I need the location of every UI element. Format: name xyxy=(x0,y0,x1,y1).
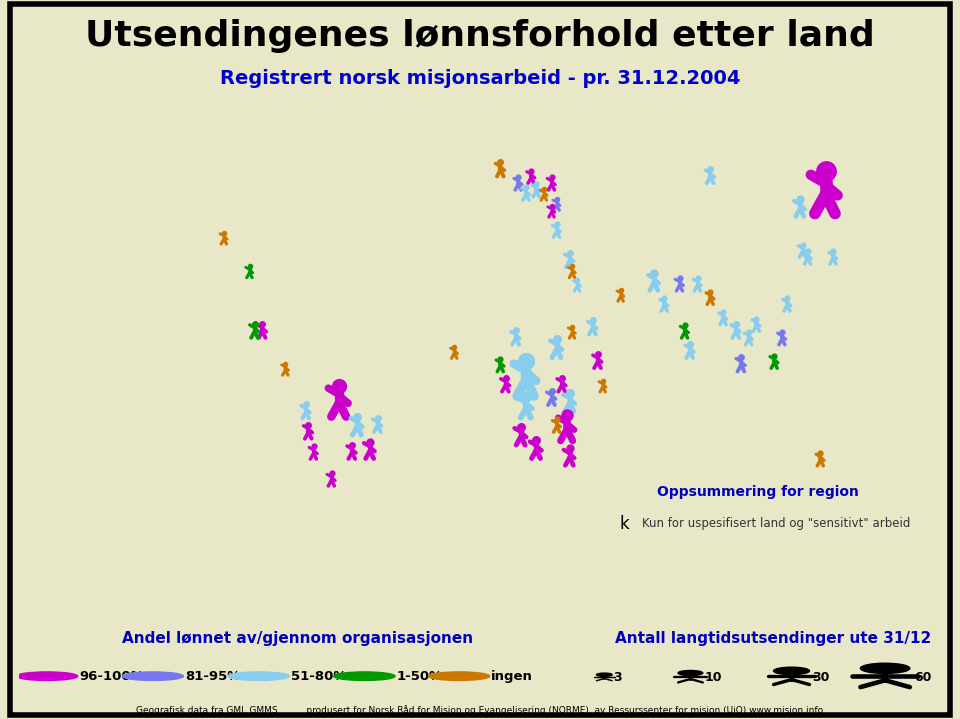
Text: 60: 60 xyxy=(914,672,931,684)
Text: Antall langtidsutsendinger ute 31/12: Antall langtidsutsendinger ute 31/12 xyxy=(614,631,931,646)
Circle shape xyxy=(122,672,183,680)
Text: 96-100%: 96-100% xyxy=(80,669,144,682)
Circle shape xyxy=(228,672,289,680)
Circle shape xyxy=(596,673,612,677)
Text: Registrert norsk misjonsarbeid - pr. 31.12.2004: Registrert norsk misjonsarbeid - pr. 31.… xyxy=(220,69,740,88)
Text: Kun for uspesifisert land og "sensitivt" arbeid: Kun for uspesifisert land og "sensitivt"… xyxy=(641,517,910,530)
Circle shape xyxy=(16,672,78,680)
Text: 1-50%: 1-50% xyxy=(396,669,443,682)
Text: Andel lønnet av/gjennom organisasjonen: Andel lønnet av/gjennom organisasjonen xyxy=(122,631,473,646)
Circle shape xyxy=(428,672,490,680)
Text: Geografisk data fra GMI, GMMS          produsert for Norsk Råd for Misjon og Eva: Geografisk data fra GMI, GMMS produsert … xyxy=(136,705,824,715)
Text: Oppsummering for region: Oppsummering for region xyxy=(658,485,859,498)
Circle shape xyxy=(334,672,396,680)
Text: ingen: ingen xyxy=(492,669,533,682)
Text: Utsendingenes lønnsforhold etter land: Utsendingenes lønnsforhold etter land xyxy=(85,19,875,53)
Circle shape xyxy=(678,671,703,676)
Circle shape xyxy=(860,663,910,674)
Text: 10: 10 xyxy=(705,672,722,684)
Text: 30: 30 xyxy=(812,672,829,684)
Text: 81-95%: 81-95% xyxy=(185,669,241,682)
Circle shape xyxy=(774,667,809,674)
Text: 3: 3 xyxy=(613,672,622,684)
Text: k: k xyxy=(620,515,630,533)
Text: 51-80%: 51-80% xyxy=(291,669,347,682)
